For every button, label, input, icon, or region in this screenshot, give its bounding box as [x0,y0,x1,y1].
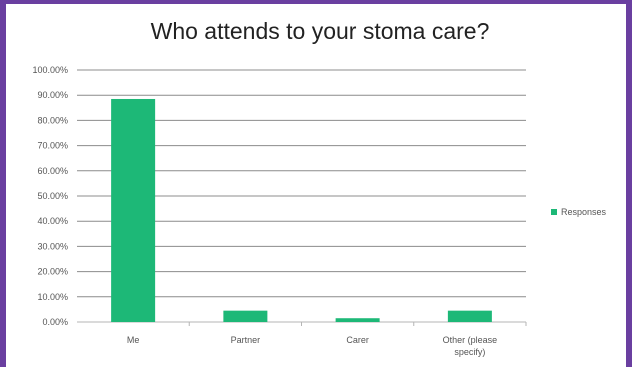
x-category-label: specify) [454,347,485,357]
y-tick-label: 60.00% [37,166,68,176]
x-category-label: Partner [231,335,261,345]
y-tick-label: 80.00% [37,115,68,125]
bar [111,98,156,322]
y-tick-label: 40.00% [37,216,68,226]
legend-swatch [551,209,557,215]
y-tick-label: 10.00% [37,292,68,302]
y-tick-label: 30.00% [37,241,68,251]
y-tick-label: 50.00% [37,191,68,201]
bar [335,318,380,322]
y-tick-label: 0.00% [42,317,68,327]
x-category-label: Other (please [443,335,498,345]
y-tick-label: 100.00% [32,65,68,75]
chart-frame [6,4,626,367]
y-tick-label: 90.00% [37,90,68,100]
chart-title: Who attends to your stoma care? [150,18,490,44]
x-category-label: Carer [346,335,369,345]
x-category-label: Me [127,335,140,345]
y-tick-label: 70.00% [37,141,68,151]
legend-label: Responses [561,207,607,217]
bar [447,310,492,322]
y-tick-label: 20.00% [37,267,68,277]
bar [223,310,268,322]
